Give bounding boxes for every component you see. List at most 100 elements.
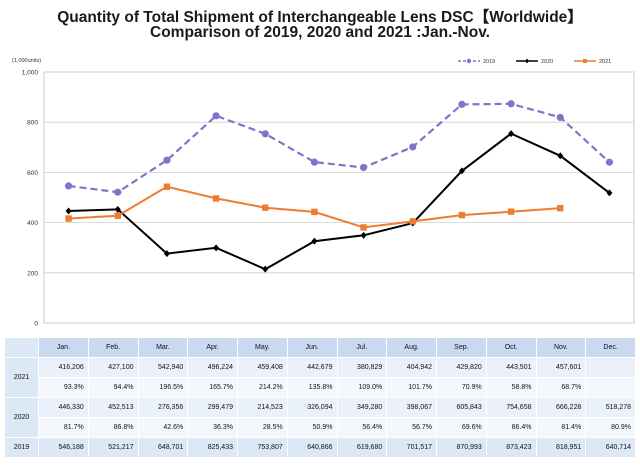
table-percent-cell: 101.7%: [386, 377, 437, 398]
data-point-2020: [311, 237, 318, 245]
table-month-header: Jan.: [38, 337, 89, 358]
table-percent-cell: 81.4%: [535, 417, 587, 438]
data-point-2019: [605, 158, 614, 166]
chart-subtitle: Comparison of 2019, 2020 and 2021 :Jan.-…: [150, 24, 490, 41]
table-percent-cell: 214.2%: [237, 377, 288, 398]
table-percent-cell: 56.7%: [386, 417, 437, 438]
table-units-cell: 276,356: [137, 397, 189, 418]
table-percent-cell: 56.4%: [336, 417, 388, 438]
table-units-cell: 701,517: [386, 437, 437, 458]
data-point-2021: [557, 204, 564, 212]
data-point-2020: [360, 231, 367, 239]
plot-frame: [43, 71, 635, 324]
table-year-label: 2021: [4, 357, 39, 398]
table-month-header: May.: [237, 337, 288, 358]
legend-label-2021: 2021: [599, 59, 611, 65]
table-percent-cell: 58.8%: [485, 377, 537, 398]
table-units-cell: 754,658: [485, 397, 537, 418]
table-units-cell: 818,951: [535, 437, 587, 458]
table-header-row: Jan. Feb. Mar. Apr. May. Jun. Jul. Aug. Sep. Oct.…: [4, 337, 636, 358]
table-percent-cell: 135.8%: [286, 377, 338, 398]
data-point-2020: [508, 130, 515, 138]
y-tick-label: 200: [27, 270, 38, 277]
table-percent-cell: 81.7%: [38, 417, 89, 438]
table-month-header: Nov.: [535, 337, 587, 358]
table-units-cell: 542,940: [137, 357, 189, 378]
table-units-cell: 873,423: [485, 437, 537, 458]
table-units-cell: 349,280: [336, 397, 388, 418]
data-point-2020: [65, 207, 72, 215]
table-units-cell: 640,714: [585, 437, 636, 458]
data-point-2019: [261, 130, 269, 138]
table-percent-cell: 42.6%: [137, 417, 189, 438]
line-chart: 0 200 400 600 800 1,000 (1,000units) 2019 2020 20…: [12, 58, 635, 328]
data-point-2021: [163, 183, 171, 190]
table-percent-cell: 165.7%: [187, 377, 238, 398]
data-point-2020: [213, 244, 220, 252]
table-units-cell: 380,829: [336, 357, 388, 378]
series-line-2020: [68, 132, 611, 271]
table-month-header: Apr.: [187, 337, 238, 358]
table-corner: [4, 337, 39, 358]
table-row: 2019 546,188 521,217 648,701 825,433 753,807 6…: [4, 437, 636, 458]
table-percent-cell: 50.9%: [286, 417, 338, 438]
legend-label-2019: 2019: [483, 59, 495, 65]
data-point-2020: [163, 250, 170, 258]
table-month-header: Jul.: [336, 337, 388, 358]
data-point-2019: [64, 182, 73, 190]
table-row: 2020 446,330 452,513 276,356 299,479 214,523 3…: [4, 397, 636, 438]
table-units-cell: 443,501: [485, 357, 537, 378]
table-units-cell: 870,993: [436, 437, 487, 458]
table-units-cell: 457,601: [535, 357, 587, 378]
table-units-cell: 640,866: [286, 437, 338, 458]
data-point-2019: [409, 143, 417, 151]
table-units-cell: 404,942: [386, 357, 437, 378]
table-percent-cell: 86.4%: [485, 417, 537, 438]
table-percent-cell: 94.4%: [87, 377, 139, 398]
data-point-2019: [212, 112, 220, 120]
y-tick-label: 0: [34, 321, 38, 328]
table-units-cell: 648,701: [137, 437, 189, 458]
table-month-header: Jun.: [286, 337, 338, 358]
table-units-cell: 299,479: [187, 397, 238, 418]
table-units-cell: 326,094: [286, 397, 338, 418]
series-line-2019: [68, 102, 611, 194]
legend-marker-2021: [583, 59, 587, 63]
table-percent-cell: 36.3%: [187, 417, 238, 438]
data-point-2020: [262, 265, 269, 273]
data-point-2020: [458, 167, 465, 175]
table-units-cell: [585, 357, 636, 378]
data-point-2021: [360, 224, 367, 231]
data-point-2020: [114, 205, 121, 213]
data-table: Jan. Feb. Mar. Apr. May. Jun. Jul. Aug. Sep. Oct.…: [4, 337, 636, 458]
table-units-cell: 427,100: [87, 357, 139, 378]
table-month-header: Aug.: [386, 337, 437, 358]
table-units-cell: 753,807: [237, 437, 288, 458]
y-tick-label: 400: [27, 220, 38, 227]
data-point-2020: [557, 152, 564, 160]
table-percent-cell: 93.3%: [38, 377, 89, 398]
series-line-2021: [68, 185, 561, 229]
table-percent-cell: 86.8%: [87, 417, 139, 438]
table-month-header: Feb.: [87, 337, 139, 358]
y-tick-label: 800: [27, 120, 38, 127]
data-point-2021: [507, 208, 515, 215]
data-point-2021: [458, 211, 466, 219]
data-point-2019: [458, 100, 466, 108]
table-units-cell: 521,217: [87, 437, 139, 458]
data-point-2021: [114, 212, 121, 219]
legend-label-2020: 2020: [541, 59, 553, 65]
data-point-2021: [212, 195, 220, 202]
table-row: 2021 416,206 427,100 542,940 496,224 459,408 4…: [4, 357, 636, 398]
table-units-cell: 416,206: [38, 357, 89, 378]
table-percent-cell: 68.7%: [535, 377, 587, 398]
table-units-cell: 214,523: [237, 397, 288, 418]
table-year-label: 2020: [4, 397, 39, 438]
data-point-2019: [359, 163, 368, 172]
table-percent-cell: 196.5%: [137, 377, 189, 398]
table-units-cell: 619,680: [336, 437, 388, 458]
table-units-cell: 666,228: [535, 397, 587, 418]
data-point-2019: [507, 100, 515, 108]
table-percent-cell: 80.9%: [585, 417, 636, 438]
data-point-2019: [310, 158, 319, 166]
